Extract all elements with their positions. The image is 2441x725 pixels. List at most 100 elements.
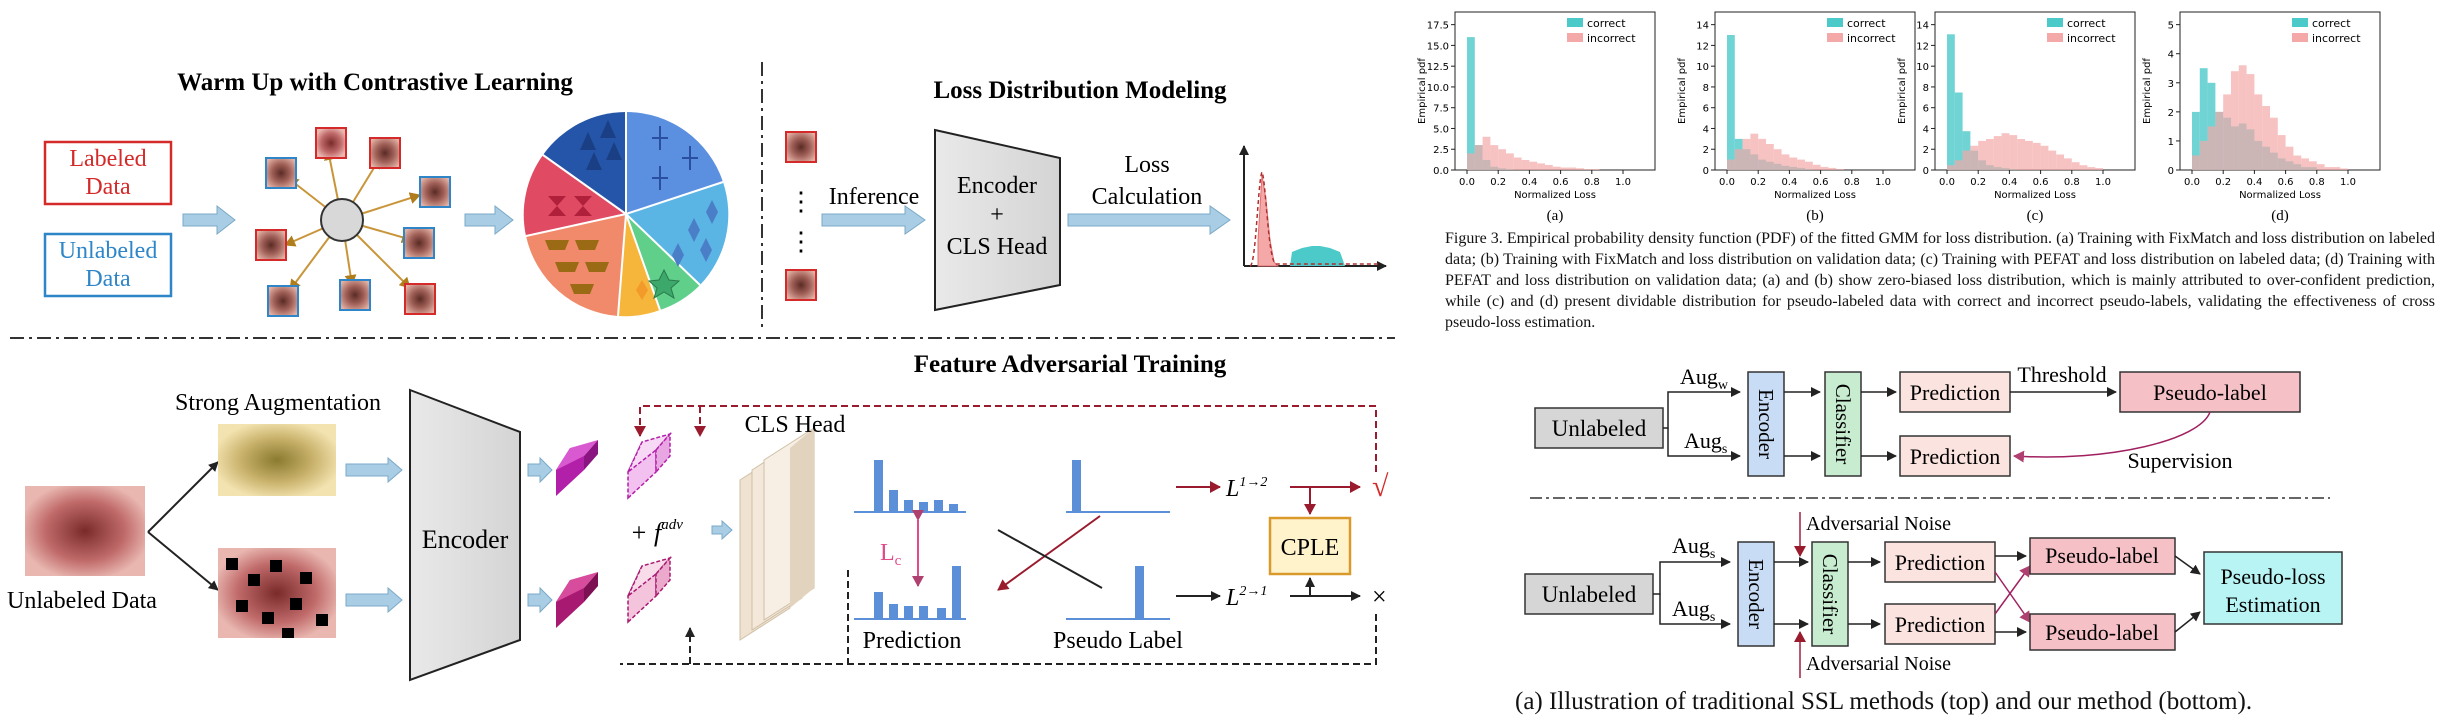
ytick-label: 2 bbox=[1703, 145, 1709, 156]
incorrect-bar bbox=[2207, 126, 2216, 170]
ytick-label: 5.0 bbox=[1433, 124, 1449, 135]
incorrect-bar bbox=[1529, 161, 1538, 170]
incorrect-bar bbox=[2056, 154, 2064, 170]
cluster-pie bbox=[523, 111, 729, 317]
panel-label: (a) bbox=[1547, 208, 1564, 224]
incorrect-bar bbox=[2192, 155, 2200, 170]
xtick-label: 0.6 bbox=[2033, 177, 2049, 188]
xtick-label: 0.6 bbox=[2278, 177, 2294, 188]
legend-swatch-correct bbox=[2292, 18, 2308, 27]
l21-label: L2→1 bbox=[1225, 584, 1267, 611]
legend-correct-label: correct bbox=[2312, 17, 2351, 30]
pdf-legend: correct incorrect bbox=[1567, 17, 1636, 45]
xtick-label: 0.0 bbox=[1459, 177, 1475, 188]
xtick-label: 1.0 bbox=[1875, 177, 1891, 188]
ytick-label: 2 bbox=[1923, 145, 1929, 156]
ytick-label: 8 bbox=[1923, 83, 1929, 94]
pseudo-to-loss-1 bbox=[2174, 555, 2201, 575]
incorrect-bar bbox=[1576, 168, 1584, 170]
bot-unlabeled-label: Unlabeled bbox=[1542, 582, 1637, 607]
pdf-legend: correct incorrect bbox=[2292, 17, 2361, 45]
bot-unlabeled-box bbox=[1524, 573, 1654, 615]
incorrect-bar bbox=[2316, 164, 2325, 170]
unlabeled-data-line1: Unlabeled bbox=[59, 238, 158, 264]
pseudo-label-label: Pseudo Label bbox=[1053, 628, 1183, 654]
pseudo-bars-top bbox=[1066, 460, 1170, 513]
xtick-label: 0.2 bbox=[1750, 177, 1766, 188]
incorrect-bar bbox=[1820, 166, 1829, 170]
xtick-label: 0.8 bbox=[2064, 177, 2080, 188]
legend-swatch-incorrect bbox=[2047, 33, 2063, 42]
incorrect-bar bbox=[1993, 136, 2002, 170]
x-axis-label: Normalized Loss bbox=[1994, 190, 2076, 201]
incorrect-bar bbox=[2017, 139, 2025, 170]
incorrect-bar bbox=[1490, 145, 1499, 170]
lc-label: Lc bbox=[880, 540, 902, 569]
bot-prediction-label-2: Prediction bbox=[1895, 612, 1985, 637]
bot-classifier-label: Classifier bbox=[1818, 554, 1842, 634]
enc-out-arrow-2 bbox=[527, 586, 553, 614]
incorrect-bar bbox=[2277, 135, 2286, 170]
supervision-arrow bbox=[2013, 411, 2211, 463]
top-prediction-box-2 bbox=[1899, 435, 2011, 477]
legend-incorrect-label: incorrect bbox=[2312, 32, 2361, 45]
xtick-label: 0.2 bbox=[1490, 177, 1506, 188]
panel-label: (c) bbox=[2027, 208, 2044, 224]
xtick-label: 0.4 bbox=[2246, 177, 2262, 188]
incorrect-bar bbox=[1552, 166, 1561, 170]
ssl-diagram: Unlabeled Augw Augs Encoder Classifier P… bbox=[1524, 362, 2343, 678]
ytick-label: 15.0 bbox=[1427, 41, 1449, 52]
inference-label: Inference bbox=[829, 184, 920, 210]
cls-head-layers bbox=[739, 427, 815, 641]
legend-incorrect-label: incorrect bbox=[1847, 32, 1896, 45]
mini-loss-plot bbox=[1239, 145, 1387, 271]
encoder-cls-trapezoid bbox=[934, 128, 1061, 312]
cross-mark: × bbox=[1372, 582, 1387, 611]
top-split bbox=[1663, 387, 1741, 429]
incorrect-bar bbox=[1954, 160, 1963, 170]
top-pseudo-label: Pseudo-label bbox=[2153, 380, 2267, 405]
adv-noise-label-bot: Adversarial Noise bbox=[1806, 653, 1951, 675]
warmup-title: Warm Up with Contrastive Learning bbox=[177, 69, 573, 96]
prediction-bars-top bbox=[854, 460, 966, 513]
incorrect-bar bbox=[1828, 167, 1837, 170]
incorrect-bar bbox=[1591, 169, 1600, 170]
ytick-label: 4 bbox=[2168, 50, 2174, 61]
xtick-label: 0.8 bbox=[1584, 177, 1600, 188]
top-split-2 bbox=[1667, 428, 1741, 461]
bot-pseudo-label-2: Pseudo-label bbox=[2045, 620, 2159, 645]
encoder-cls-line2: + bbox=[990, 202, 1004, 228]
ytick-label: 14 bbox=[1696, 21, 1709, 32]
top-classifier-label: Classifier bbox=[1831, 384, 1855, 464]
incorrect-bar bbox=[2332, 167, 2341, 170]
unlabeled-data-label: Unlabeled Data bbox=[7, 588, 157, 614]
incorrect-bar bbox=[1758, 138, 1766, 170]
plus-f-adv: + fadv bbox=[630, 517, 683, 547]
xtick-label: 0.0 bbox=[2184, 177, 2200, 188]
incorrect-bar bbox=[1584, 169, 1592, 170]
xtick-label: 0.6 bbox=[1553, 177, 1569, 188]
block-arrow-2 bbox=[464, 204, 514, 236]
correct-bar bbox=[1467, 37, 1475, 170]
xtick-label: 0.0 bbox=[1719, 177, 1735, 188]
top-aug-s: Augs bbox=[1684, 428, 1727, 457]
left-method-panel: Warm Up with Contrastive Learning Labele… bbox=[7, 62, 1395, 682]
encoder-trapezoid bbox=[409, 388, 521, 682]
pseudo-bars-bottom bbox=[1066, 566, 1170, 620]
ytick-label: 3 bbox=[2168, 79, 2174, 90]
incorrect-bar bbox=[1467, 153, 1475, 170]
cross-pseudo-2 bbox=[1994, 565, 2031, 615]
pdf-panel-4: correct incorrect 0 1 2 3 4 5 0.0 0.2 0.4 0.6 0.8 1.0… bbox=[2142, 11, 2381, 224]
incorrect-bar bbox=[1545, 165, 1553, 170]
legend-swatch-incorrect bbox=[1567, 33, 1583, 42]
ytick-label: 4 bbox=[1923, 124, 1929, 135]
ld-ellipsis-1: ⋮ bbox=[788, 187, 814, 216]
ytick-label: 0 bbox=[2168, 166, 2174, 177]
ld-thumb-2 bbox=[785, 269, 817, 301]
incorrect-bar bbox=[1812, 164, 1821, 170]
incorrect-bar bbox=[2309, 161, 2317, 170]
pdf-panel-1: correct incorrect 0.0 2.5 5.0 7.5 10.0 12.5 15.0… bbox=[1417, 11, 1656, 224]
incorrect-bar bbox=[1498, 149, 1506, 170]
encoder-cls-line3: CLS Head bbox=[947, 234, 1048, 260]
bot-pseudo-label-1: Pseudo-label bbox=[2045, 543, 2159, 568]
